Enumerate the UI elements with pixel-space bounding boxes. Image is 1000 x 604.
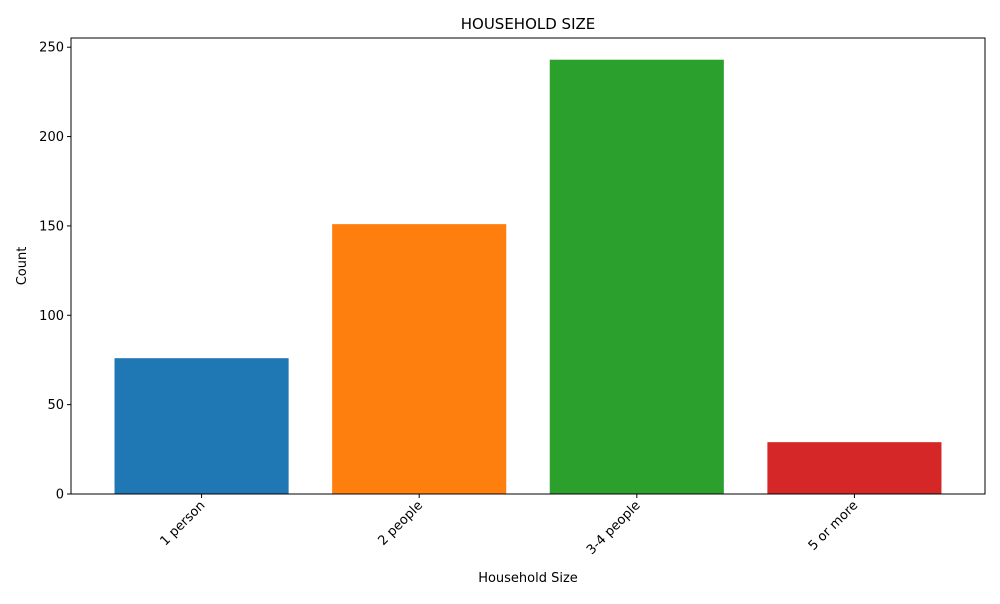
x-tick-label: 3-4 people	[584, 498, 644, 558]
x-tick-label: 1 person	[158, 498, 209, 549]
plot-frame	[70, 37, 986, 495]
y-tick-label: 150	[39, 219, 64, 234]
bar-5-or-more	[767, 442, 942, 494]
y-tick-label: 100	[39, 309, 64, 324]
x-axis-label: Household Size	[478, 571, 578, 586]
bar-1-person	[114, 358, 289, 494]
x-tick-label: 5 or more	[806, 498, 862, 554]
y-tick-label: 250	[39, 41, 64, 56]
y-tick-label: 0	[56, 488, 64, 503]
y-tick-label: 50	[47, 398, 64, 413]
y-axis-label: Count	[15, 247, 30, 286]
y-tick-label: 200	[39, 130, 64, 145]
chart-title: HOUSEHOLD SIZE	[461, 15, 596, 33]
plot-area: 0 50 100 150 200 250 1 person 2 people 3-4 peopl…	[39, 37, 986, 558]
bar-2-people	[332, 224, 507, 495]
x-tick-label: 2 people	[375, 498, 426, 549]
bar-3-4-people	[549, 59, 724, 494]
